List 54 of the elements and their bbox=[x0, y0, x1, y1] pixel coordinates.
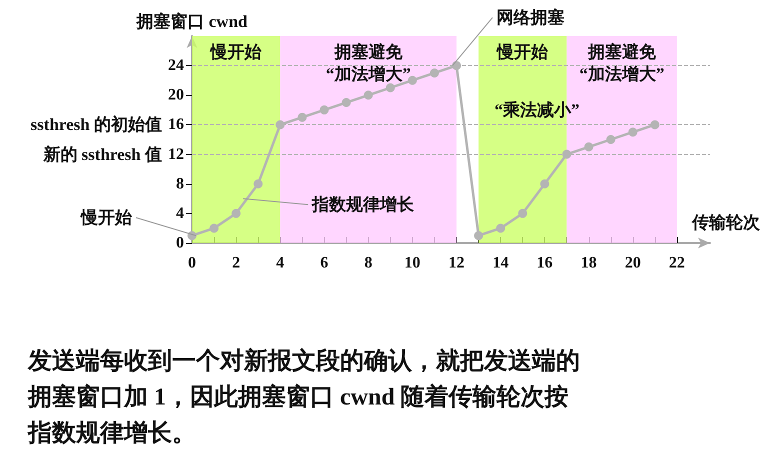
annotation: 慢开始 bbox=[80, 208, 133, 228]
point bbox=[496, 224, 506, 233]
point bbox=[298, 112, 307, 122]
point bbox=[254, 179, 263, 188]
point bbox=[386, 83, 395, 92]
point bbox=[518, 208, 528, 218]
x-tick-label: 4 bbox=[276, 254, 284, 272]
point bbox=[584, 142, 594, 152]
x-axis-title: 传输轮次 bbox=[691, 213, 761, 232]
x-tick-label: 6 bbox=[320, 254, 328, 272]
point bbox=[232, 208, 241, 218]
point bbox=[408, 76, 417, 85]
y-tick-label: 16 bbox=[168, 116, 184, 134]
point bbox=[474, 231, 484, 240]
point bbox=[210, 224, 219, 233]
point bbox=[628, 128, 638, 137]
point bbox=[562, 150, 572, 159]
band-label: 拥塞避免 “加法增大” bbox=[579, 42, 664, 84]
band-label: 慢开始 bbox=[210, 42, 263, 62]
annotation: 指数规律增长 bbox=[311, 195, 416, 214]
ref-line-label: 新的 ssthresh 值 bbox=[42, 144, 162, 164]
point bbox=[606, 135, 616, 144]
text: 拥塞窗口加 1，因此拥塞窗口 cwnd 随着传输轮次按 bbox=[27, 382, 569, 410]
point bbox=[342, 98, 351, 108]
x-tick-label: 22 bbox=[668, 254, 685, 272]
band-label: 慢开始 bbox=[496, 42, 550, 62]
point bbox=[276, 120, 285, 130]
x-tick-label: 18 bbox=[580, 254, 597, 272]
annotation: 网络拥塞 bbox=[496, 8, 565, 28]
y-tick-label: 4 bbox=[176, 204, 184, 222]
x-tick-label: 16 bbox=[536, 254, 553, 272]
point bbox=[650, 120, 660, 130]
point bbox=[364, 90, 373, 100]
y-tick-label: 12 bbox=[168, 146, 184, 163]
x-tick-label: 2 bbox=[232, 254, 240, 272]
x-tick-label: 12 bbox=[448, 254, 465, 272]
point bbox=[430, 68, 439, 78]
y-tick-label: 8 bbox=[176, 175, 184, 192]
y-tick-label: 0 bbox=[176, 234, 184, 252]
x-tick-label: 0 bbox=[188, 254, 196, 272]
y-tick-label: 24 bbox=[168, 57, 184, 74]
x-tick-label: 8 bbox=[364, 254, 372, 272]
x-tick-label: 20 bbox=[624, 254, 641, 272]
y-tick-label: 20 bbox=[168, 86, 184, 104]
band-label: 拥塞避免 “加法增大” bbox=[326, 42, 411, 84]
point bbox=[320, 105, 329, 114]
text: 发送端每收到一个对新报文段的确认，就把发送端的 bbox=[27, 348, 580, 374]
text: 指数规律增长。 bbox=[27, 420, 196, 446]
y-axis-title: 拥塞窗口 cwnd bbox=[136, 12, 248, 31]
ref-line-label: ssthresh 的初始值 bbox=[30, 115, 162, 134]
annotation: “乘法减小” bbox=[494, 100, 580, 120]
x-tick-label: 10 bbox=[404, 254, 420, 272]
point bbox=[540, 179, 550, 188]
x-tick-label: 14 bbox=[492, 254, 509, 272]
